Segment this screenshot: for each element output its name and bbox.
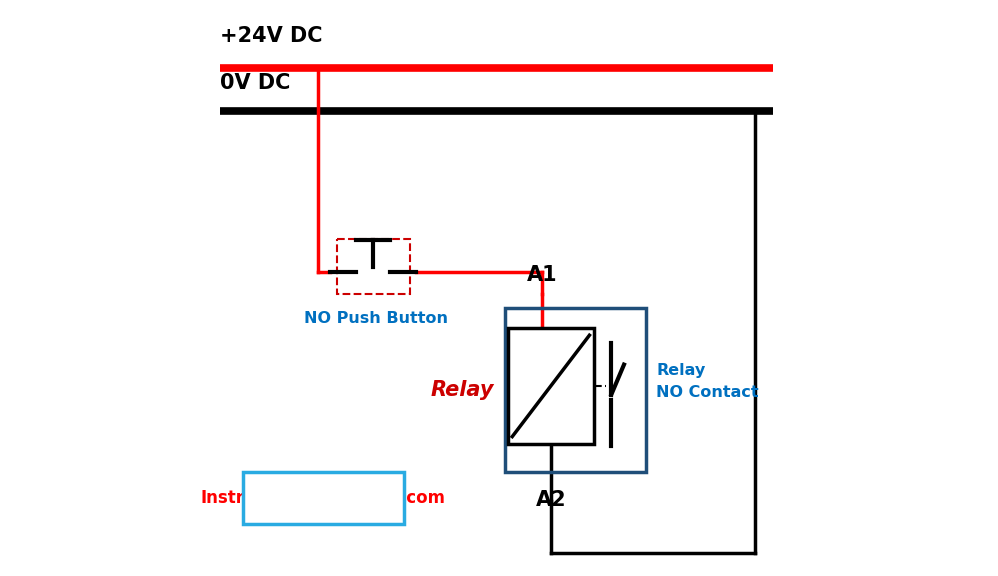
Text: Relay: Relay [431, 380, 494, 400]
Text: +24V DC: +24V DC [220, 26, 322, 46]
Bar [505, 308, 646, 472]
Bar [336, 239, 410, 294]
Text: A1: A1 [527, 265, 558, 285]
Text: NO Push Button: NO Push Button [304, 311, 448, 326]
Bar [243, 472, 404, 524]
Text: Relay
NO Contact: Relay NO Contact [657, 363, 758, 400]
Text: InstrumentationTools.com: InstrumentationTools.com [201, 489, 446, 507]
Bar [508, 328, 594, 444]
Text: 0V DC: 0V DC [220, 73, 290, 93]
Text: A2: A2 [536, 490, 566, 510]
